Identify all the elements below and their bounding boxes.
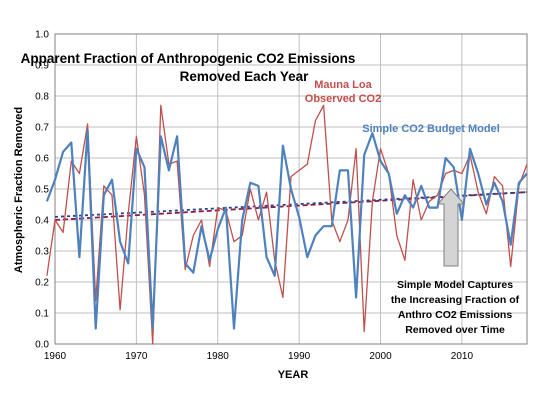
x-axis-title: YEAR — [278, 369, 309, 381]
y-tick-label: 0.4 — [35, 216, 49, 227]
note-line-1: Simple Model Captures — [397, 279, 513, 291]
model-label: Simple CO2 Budget Model — [362, 123, 500, 135]
y-axis-title: Atmospheric Fraction Removed — [13, 107, 25, 273]
callout-arrow-icon — [436, 188, 466, 267]
mauna-loa-series-line — [46, 104, 528, 345]
x-tick-label: 2000 — [369, 351, 392, 362]
y-tick-label: 0.6 — [35, 154, 49, 165]
mauna-loa-label-line-1: Mauna Loa — [314, 79, 372, 91]
y-tick-label: 0.5 — [35, 185, 49, 196]
chart-title-line-2: Removed Each Year — [180, 69, 310, 84]
plot-frame — [54, 33, 528, 345]
chart-title-line-1: Apparent Fraction of Anthropogenic CO2 E… — [21, 51, 356, 66]
note-box: Simple Model Captures the Increasing Fra… — [391, 279, 520, 336]
data-series — [45, 104, 528, 345]
mauna-loa-label-line-2: Observed CO2 — [305, 93, 381, 105]
y-tick-label: 0.2 — [35, 278, 49, 289]
y-tick-label: 0.0 — [35, 340, 49, 351]
y-tick-label: 0.9 — [35, 61, 49, 72]
x-tick-label: 2010 — [451, 351, 474, 362]
model-trend-line — [54, 191, 528, 218]
y-tick-label: 0.3 — [35, 247, 49, 258]
x-tick-label: 1990 — [288, 351, 311, 362]
x-tick-label: 1970 — [125, 351, 148, 362]
x-tick-label: 1980 — [207, 351, 230, 362]
x-tick-labels: 1960 1970 1980 1990 2000 2010 — [44, 351, 474, 362]
model-series-line — [45, 129, 528, 330]
note-line-2: the Increasing Fraction of — [391, 294, 520, 306]
note-line-3: Anthro CO2 Emissions — [398, 309, 513, 321]
y-tick-label: 0.7 — [35, 123, 49, 134]
y-tick-label: 0.1 — [35, 309, 49, 320]
x-tick-label: 1960 — [44, 351, 67, 362]
y-tick-label: 0.8 — [35, 92, 49, 103]
y-tick-labels: 0.0 0.1 0.2 0.3 0.4 0.5 0.6 0.7 0.8 0.9 1.0 — [35, 30, 49, 351]
y-tick-label: 1.0 — [35, 30, 49, 41]
note-line-4: Removed over Time — [405, 324, 505, 336]
